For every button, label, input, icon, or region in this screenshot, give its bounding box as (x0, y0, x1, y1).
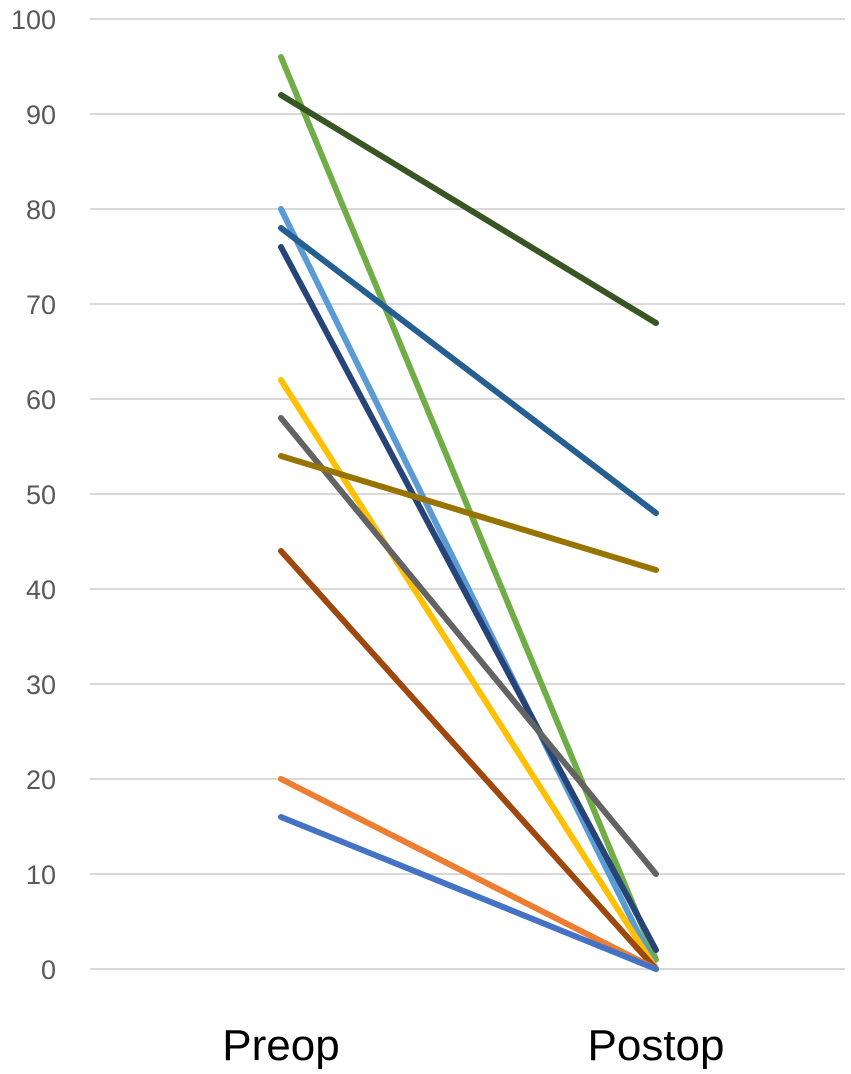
y-tick-label: 40 (26, 575, 56, 605)
y-tick-label: 60 (26, 385, 56, 415)
x-tick-label-preop: Preop (222, 1021, 339, 1070)
series-line-2 (278, 92, 659, 326)
series-line-9 (278, 548, 659, 972)
series-lines (278, 54, 659, 972)
series-line-1 (278, 54, 659, 963)
y-tick-label: 0 (41, 955, 56, 985)
y-tick-label: 70 (26, 290, 56, 320)
gridlines (90, 18, 845, 970)
y-tick-label: 80 (26, 195, 56, 225)
y-axis-tick-labels: 0 10 20 30 40 50 60 70 80 90 100 (11, 5, 56, 985)
y-tick-label: 30 (26, 670, 56, 700)
y-tick-label: 10 (26, 860, 56, 890)
series-line-11 (278, 814, 659, 972)
series-line-3 (278, 206, 659, 972)
y-tick-label: 100 (11, 5, 56, 35)
series-line-8 (278, 453, 659, 573)
y-tick-label: 50 (26, 480, 56, 510)
y-tick-label: 90 (26, 100, 56, 130)
x-tick-label-postop: Postop (588, 1021, 725, 1070)
y-tick-label: 20 (26, 765, 56, 795)
series-line-5 (278, 244, 659, 953)
series-line-4 (278, 225, 659, 516)
series-line-7 (278, 415, 659, 877)
x-axis-tick-labels: Preop Postop (222, 1021, 724, 1070)
series-line-6 (278, 377, 659, 972)
series-line-10 (278, 776, 659, 972)
